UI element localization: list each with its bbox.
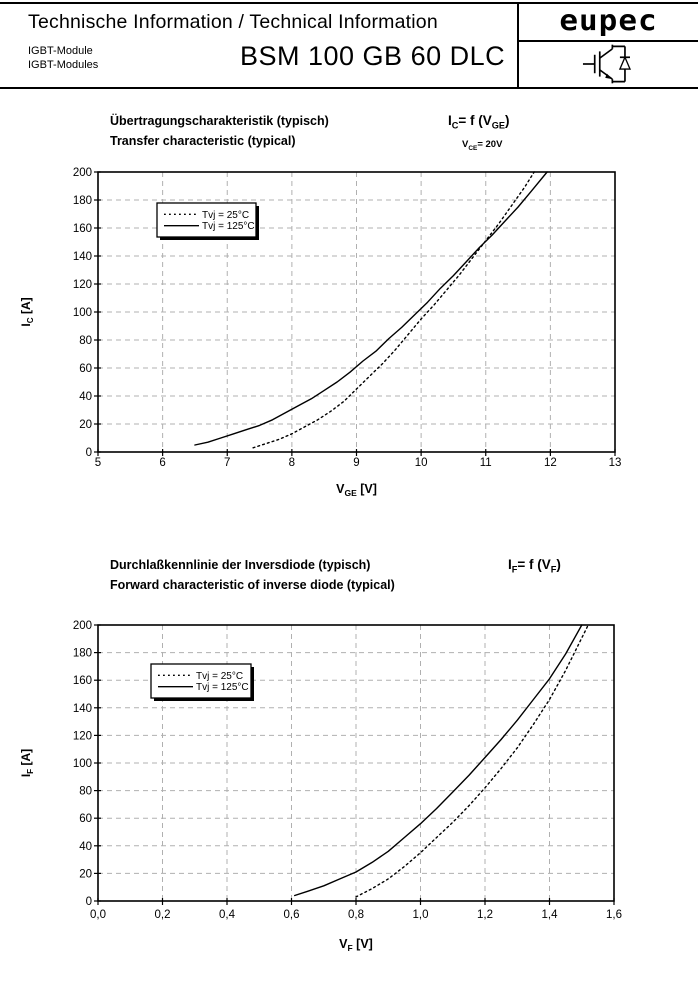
x-tick-label: 10 (415, 457, 428, 469)
chart1-title-en: Transfer characteristic (typical) (110, 134, 296, 148)
x-tick-label: 8 (289, 457, 295, 469)
x-tick-label: 5 (95, 457, 101, 469)
y-tick-label: 80 (79, 786, 92, 798)
y-tick-label: 60 (79, 813, 92, 825)
chart1-formula: IC= f (VGE) (448, 113, 510, 131)
chart1-title-de: Übertragungscharakteristik (typisch) (110, 114, 329, 128)
x-tick-label: 6 (159, 457, 165, 469)
y-tick-label: 40 (79, 841, 92, 853)
y-tick-label: 160 (73, 675, 92, 687)
diode-forward-characteristic-chart: 0,0 0,2 0,4 0,6 0,8 1,0 1,2 1,4 1,6 0 20 40 60 80 100 1… (19, 620, 622, 953)
x-tick-label: 0,0 (90, 909, 106, 921)
emitter-arrow (605, 73, 613, 80)
y-tick-label: 140 (73, 251, 92, 263)
logo-box-divider (517, 2, 519, 87)
brand-logo: eupec (559, 4, 658, 38)
y-axis-title: IC [A] (19, 297, 35, 326)
chart2-title-de: Durchlaßkennlinie der Inversdiode (typis… (110, 558, 371, 572)
y-tick-label: 120 (73, 279, 92, 291)
y-tick-label: 60 (79, 363, 92, 375)
legend-label: Tvj = 125°C (196, 682, 249, 693)
x-tick-label: 1,2 (477, 909, 493, 921)
chart2-formula: IF= f (VF) (508, 557, 561, 575)
tick-labels: 0,0 0,2 0,4 0,6 0,8 1,0 1,2 1,4 1,6 0 20 40 60 80 100 1… (73, 620, 622, 921)
y-tick-label: 20 (79, 868, 92, 880)
x-tick-label: 0,8 (348, 909, 364, 921)
y-tick-label: 0 (86, 896, 92, 908)
y-tick-label: 200 (73, 620, 92, 632)
series-curve-solid (294, 624, 583, 897)
y-tick-label: 140 (73, 703, 92, 715)
chart1-condition: VCE= 20V (462, 139, 503, 152)
diode-triangle (618, 55, 632, 70)
y-tick-label: 0 (86, 447, 92, 459)
x-tick-label: 0,2 (155, 909, 171, 921)
chart2-title-en: Forward characteristic of inverse diode … (110, 578, 395, 592)
x-axis-title: VGE [V] (336, 482, 377, 498)
x-tick-label: 0,4 (219, 909, 236, 921)
y-tick-label: 40 (79, 391, 92, 403)
series (194, 171, 548, 449)
series-curve-dotted (252, 171, 535, 449)
module-type: IGBT-Module IGBT-Modules (28, 44, 98, 72)
y-axis-title: IF [A] (19, 749, 35, 777)
x-tick-label: 9 (353, 457, 359, 469)
y-tick-label: 160 (73, 223, 92, 235)
x-axis-title: VF [V] (339, 937, 373, 953)
y-tick-label: 100 (73, 307, 92, 319)
y-tick-label: 100 (73, 758, 92, 770)
module-type-de: IGBT-Module (28, 45, 93, 57)
part-number: BSM 100 GB 60 DLC (240, 41, 506, 71)
legend-label: Tvj = 25°C (202, 210, 249, 221)
series-curve-solid (194, 171, 548, 446)
header-top-rule (0, 2, 698, 4)
module-type-en: IGBT-Modules (28, 59, 99, 71)
header-bottom-rule (0, 87, 698, 89)
series-curve-dotted (355, 624, 589, 898)
legend-box (156, 202, 257, 238)
x-tick-label: 7 (224, 457, 230, 469)
y-tick-label: 200 (73, 167, 92, 179)
x-tick-label: 1,6 (606, 909, 622, 921)
y-tick-label: 20 (79, 419, 92, 431)
x-tick-label: 13 (609, 457, 622, 469)
x-tick-label: 1,4 (542, 909, 559, 921)
logo-inner-rule (519, 40, 698, 42)
x-tick-label: 11 (480, 457, 492, 469)
transfer-characteristic-chart: 5 6 7 8 9 10 11 12 13 0 20 40 60 80 100 120 140 160 180 200… (19, 167, 622, 498)
axis-ticks (94, 624, 615, 905)
y-tick-label: 120 (73, 730, 92, 742)
x-tick-label: 1,0 (413, 909, 429, 921)
tick-labels: 5 6 7 8 9 10 11 12 13 0 20 40 60 80 100 120 140 160 180 200 (73, 167, 622, 469)
y-tick-label: 80 (79, 335, 92, 347)
x-tick-label: 0,6 (284, 909, 300, 921)
legend-label: Tvj = 125°C (202, 221, 255, 232)
igbt-symbol-icon (582, 44, 632, 84)
series (294, 624, 589, 898)
legend-box (150, 663, 252, 699)
document-title: Technische Information / Technical Infor… (28, 11, 438, 33)
y-tick-label: 180 (73, 648, 92, 660)
x-tick-label: 12 (544, 457, 557, 469)
axis-ticks (94, 171, 616, 456)
y-tick-label: 180 (73, 195, 92, 207)
legend-label: Tvj = 25°C (196, 671, 243, 682)
